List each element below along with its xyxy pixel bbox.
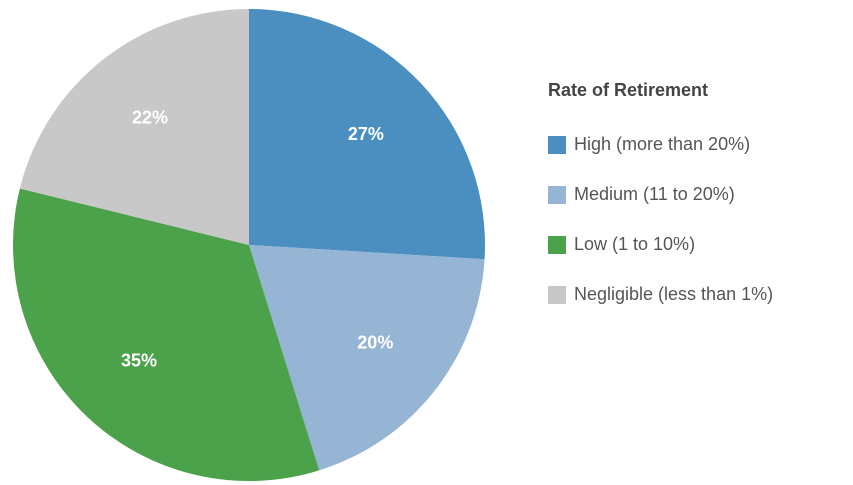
legend-item: Medium (11 to 20%) [574, 184, 735, 204]
legend-swatch [548, 236, 566, 254]
legend-item: Low (1 to 10%) [574, 234, 695, 254]
pie-slice [12, 188, 320, 482]
value-label: 20% [357, 333, 393, 353]
pie-slice [249, 9, 485, 260]
legend-swatch [548, 286, 566, 304]
pie-slice [19, 9, 250, 245]
legend-swatch [548, 136, 566, 154]
legend-item: High (more than 20%) [574, 134, 750, 154]
legend-title: Rate of Retirement [548, 80, 708, 100]
legend-item: Negligible (less than 1%) [574, 284, 773, 304]
value-label: 22% [132, 107, 168, 127]
pie-slice [249, 245, 485, 471]
legend-swatch [548, 186, 566, 204]
value-label: 35% [121, 351, 157, 371]
value-label: 27% [348, 124, 384, 144]
